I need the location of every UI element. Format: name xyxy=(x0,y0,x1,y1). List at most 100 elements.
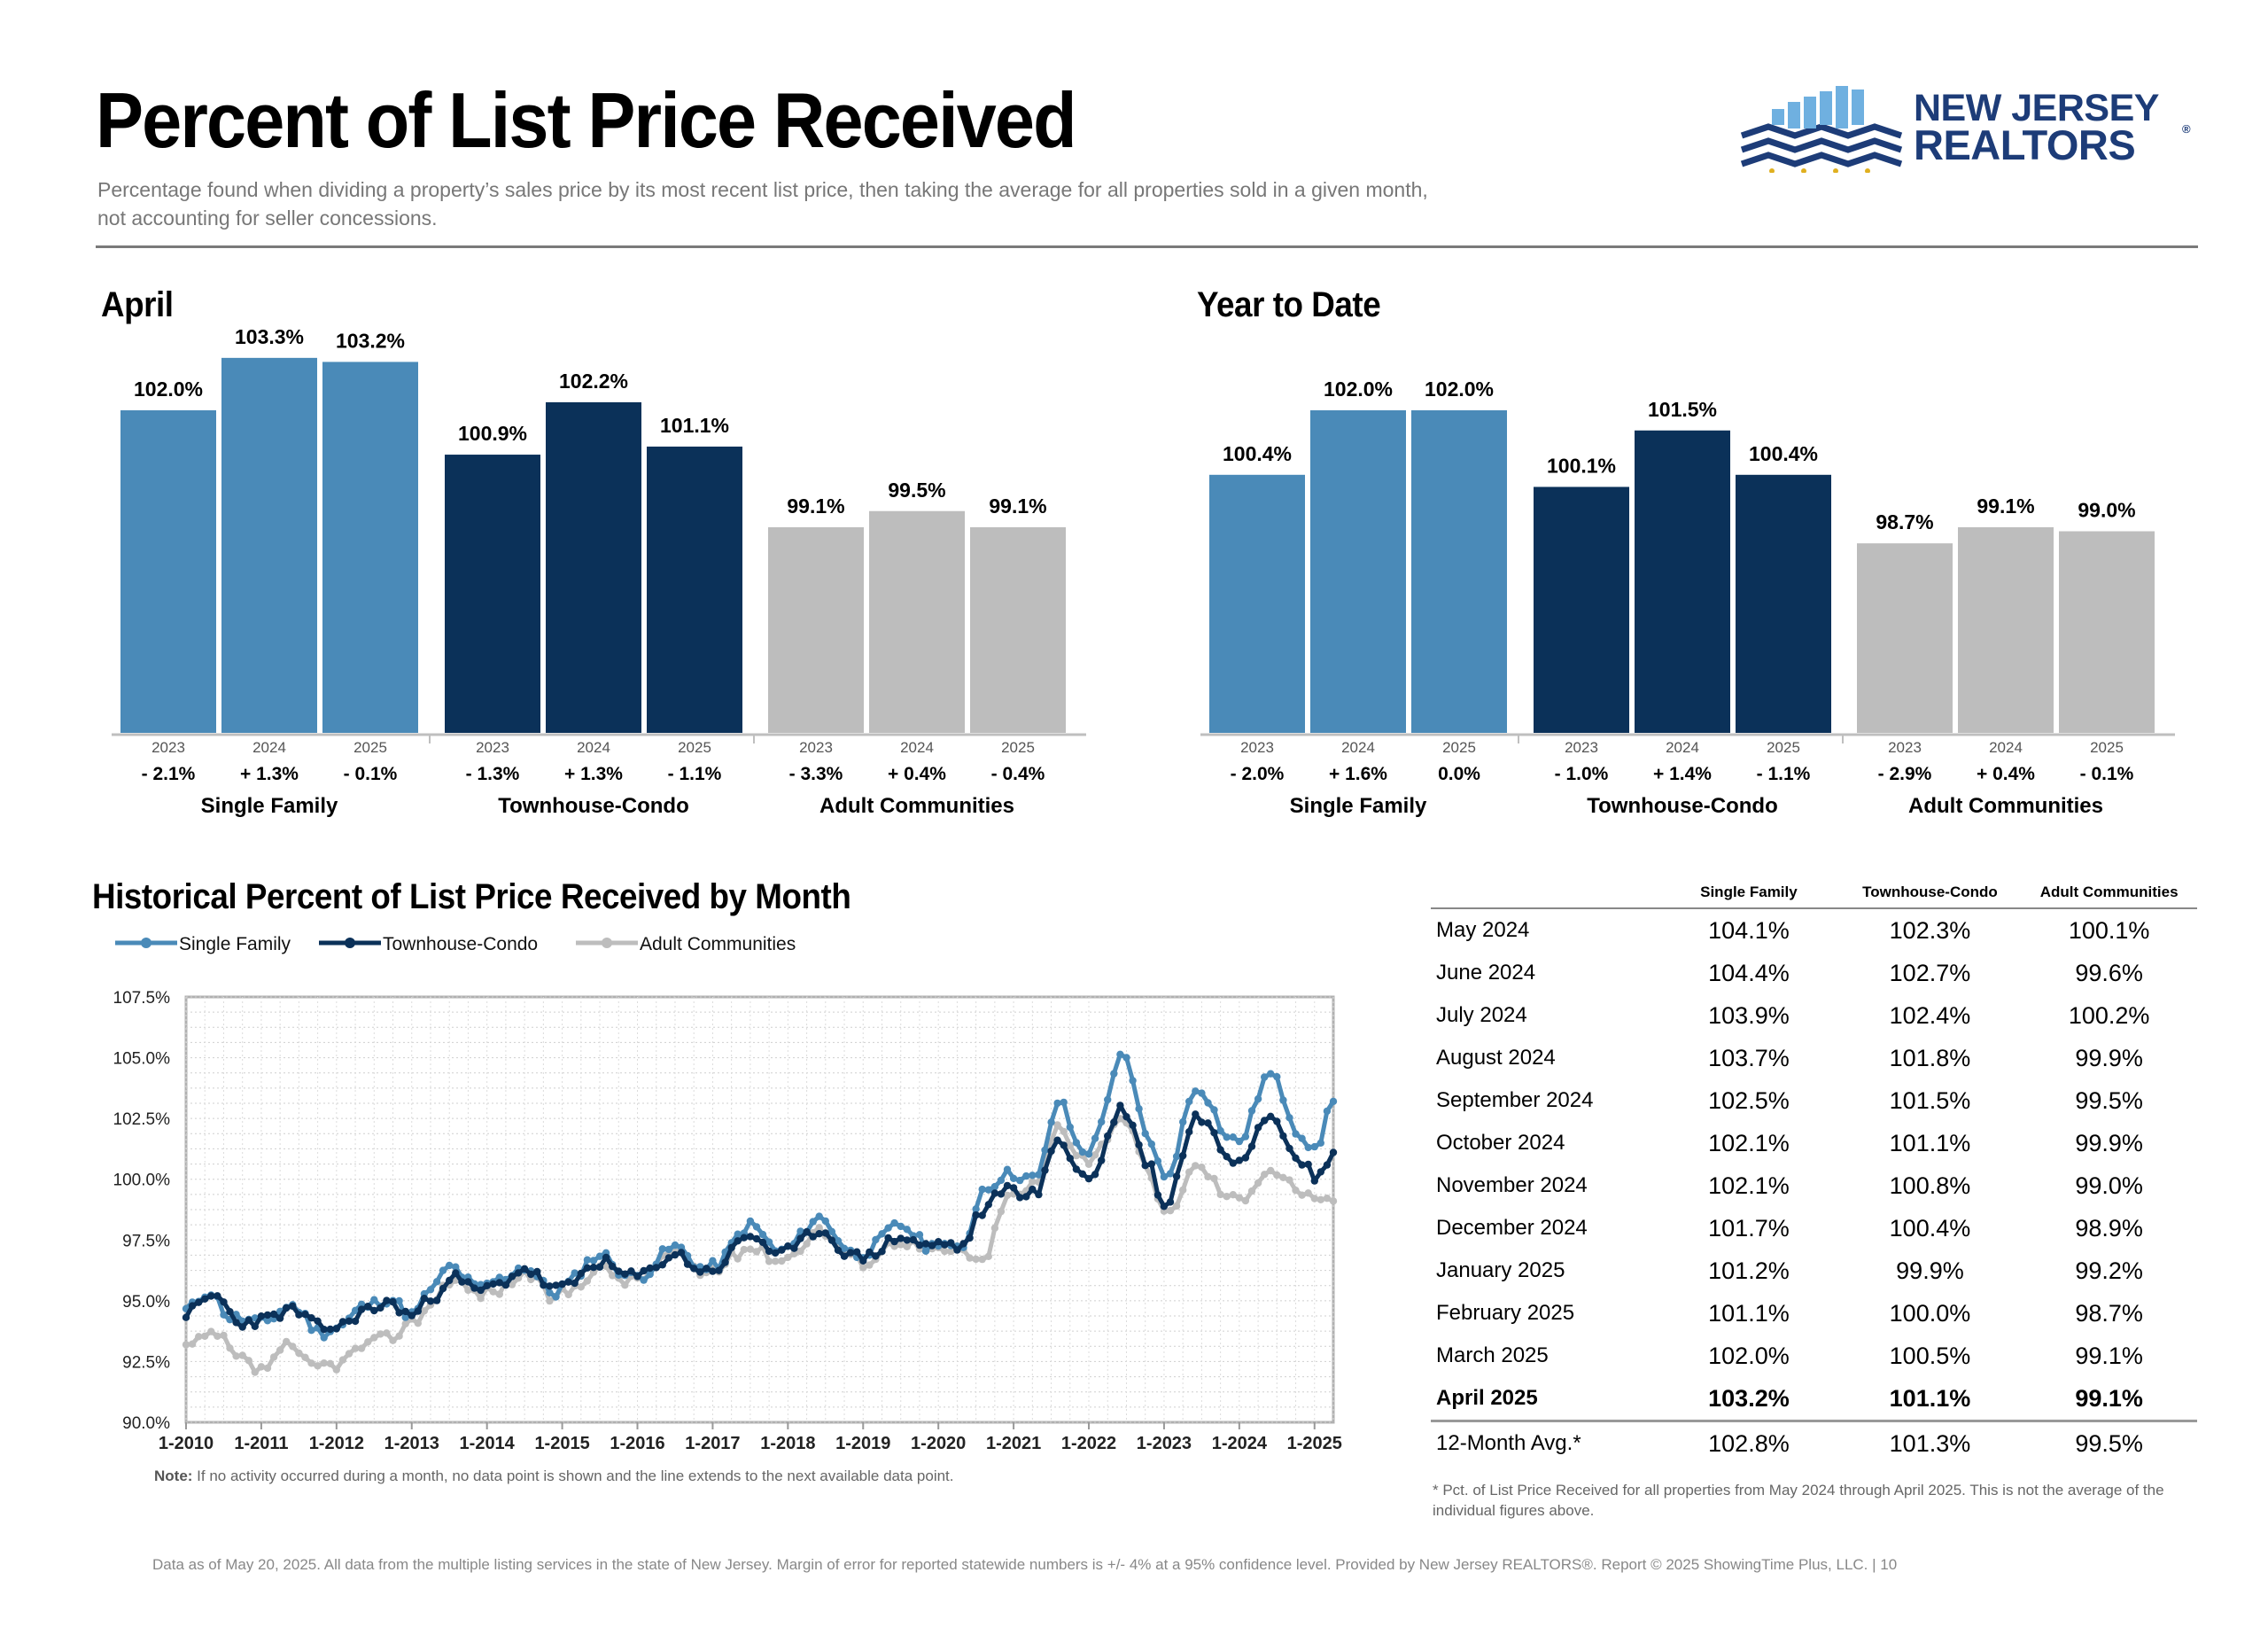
hist-data-point xyxy=(276,1346,284,1354)
table-cell: 101.1% xyxy=(1889,1129,1971,1156)
april-year-label: 2023 xyxy=(476,739,509,756)
hist-data-point xyxy=(1166,1207,1175,1215)
hist-data-point xyxy=(207,1327,215,1335)
hist-data-point xyxy=(220,1311,228,1319)
hist-data-point xyxy=(220,1298,228,1306)
april-bar xyxy=(445,455,540,733)
hist-data-point xyxy=(721,1258,729,1266)
hist-x-tick-label: 1-2022 xyxy=(1061,1434,1116,1453)
historical-line-chart: 90.0% 92.5% 95.0% 97.5% 100.0% 102.5% 105.0% 10… xyxy=(113,934,1342,1453)
hist-data-point xyxy=(540,1281,548,1289)
hist-data-point xyxy=(1267,1166,1275,1175)
hist-data-point xyxy=(527,1275,535,1284)
hist-data-point xyxy=(495,1290,503,1298)
hist-data-point xyxy=(859,1257,867,1265)
table-row: January 2025 101.2% 99.9% 99.2% xyxy=(1431,1249,2197,1292)
hist-data-point xyxy=(338,1318,347,1326)
hist-data-point xyxy=(1229,1133,1238,1141)
table-cell: 102.8% xyxy=(1708,1429,1790,1457)
hist-data-point xyxy=(765,1247,773,1256)
legend-label: Townhouse-Condo xyxy=(383,934,538,954)
new-jersey-realtors-logo: NEW JERSEY REALTORS ® xyxy=(1736,84,2197,173)
table-cell: 100.8% xyxy=(1889,1172,1971,1199)
hist-y-tick-label: 97.5% xyxy=(122,1232,170,1250)
hist-data-point xyxy=(364,1338,372,1346)
hist-data-point xyxy=(941,1247,949,1256)
ytd-change-label: - 0.1% xyxy=(2080,764,2134,784)
hist-data-point xyxy=(1047,1147,1055,1156)
table-footnote: * Pct. of List Price Received for all pr… xyxy=(1433,1482,2164,1519)
hist-data-point xyxy=(320,1359,328,1367)
table-row-label: September 2024 xyxy=(1436,1088,1594,1112)
hist-data-point xyxy=(784,1242,792,1250)
ytd-year-label: 2023 xyxy=(1565,739,1598,756)
hist-data-point xyxy=(866,1261,874,1269)
ytd-change-label: 0.0% xyxy=(1438,764,1480,784)
page-footer: Data as of May 20, 2025. All data from t… xyxy=(152,1556,1898,1573)
ytd-year-label: 2023 xyxy=(1888,739,1922,756)
april-year-label: 2024 xyxy=(900,739,934,756)
hist-data-point xyxy=(477,1286,485,1295)
hist-data-point xyxy=(658,1261,666,1269)
hist-data-point xyxy=(1279,1173,1287,1181)
table-cell: 99.5% xyxy=(2075,1429,2143,1457)
hist-data-point xyxy=(1122,1054,1130,1062)
table-cell: 102.1% xyxy=(1708,1172,1790,1199)
ytd-chart-title: Year to Date xyxy=(1197,285,1381,324)
hist-data-point xyxy=(972,1211,980,1219)
hist-data-point xyxy=(840,1252,849,1260)
table-header-townhouse-condo: Townhouse-Condo xyxy=(1838,883,2022,909)
table-row-label: January 2025 xyxy=(1436,1258,1565,1282)
hist-data-point xyxy=(1122,1113,1130,1121)
ytd-change-label: - 2.0% xyxy=(1231,764,1285,784)
table-cell: 101.3% xyxy=(1889,1429,1971,1457)
hist-data-point xyxy=(1098,1117,1106,1126)
chart-note: Note: If no activity occurred during a m… xyxy=(154,1467,954,1485)
hist-data-point xyxy=(978,1211,986,1219)
hist-data-point xyxy=(251,1322,259,1330)
table-cell: 101.1% xyxy=(1838,1377,2022,1422)
hist-data-point xyxy=(897,1222,905,1231)
hist-data-point xyxy=(1254,1094,1262,1103)
hist-data-point xyxy=(1084,1175,1093,1183)
hist-data-point xyxy=(420,1307,429,1315)
hist-data-point xyxy=(646,1264,654,1273)
table-cell: 102.4% xyxy=(1889,1001,1971,1029)
hist-data-point xyxy=(263,1317,272,1325)
april-change-label: + 0.4% xyxy=(888,764,946,784)
hist-data-point xyxy=(1179,1186,1187,1195)
ytd-value-label: 98.7% xyxy=(1876,510,1933,533)
hist-data-point xyxy=(646,1270,654,1279)
hist-data-point xyxy=(740,1234,748,1242)
hist-data-point xyxy=(627,1267,635,1275)
hist-data-point xyxy=(1210,1174,1218,1183)
hist-data-point xyxy=(489,1280,497,1288)
hist-data-point xyxy=(564,1278,572,1286)
hist-data-point xyxy=(546,1282,554,1290)
april-value-label: 99.5% xyxy=(888,479,945,502)
hist-data-point xyxy=(1323,1107,1332,1116)
hist-data-point xyxy=(633,1273,641,1281)
ytd-bar-chart: 100.4% 2023 - 2.0% 102.0% 2024 + 1.6% 102.0% 20… xyxy=(1200,378,2175,818)
hist-data-point xyxy=(664,1254,673,1262)
april-group-label: Adult Communities xyxy=(819,794,1014,818)
hist-data-point xyxy=(1141,1130,1149,1138)
hist-data-point xyxy=(1192,1087,1200,1095)
hist-data-point xyxy=(972,1205,980,1213)
hist-data-point xyxy=(827,1227,836,1235)
hist-data-point xyxy=(935,1238,943,1246)
hist-data-point xyxy=(615,1267,623,1275)
hist-data-point xyxy=(1185,1097,1193,1106)
hist-x-tick-label: 1-2011 xyxy=(234,1434,288,1453)
hist-x-tick-label: 1-2013 xyxy=(384,1434,439,1453)
hist-data-point xyxy=(1261,1171,1269,1179)
hist-data-point xyxy=(1285,1176,1293,1184)
hist-data-point xyxy=(1310,1142,1319,1151)
april-bar xyxy=(221,357,317,733)
table-cell: 102.0% xyxy=(1708,1342,1790,1369)
hist-data-point xyxy=(1235,1156,1244,1164)
april-year-label: 2025 xyxy=(353,739,387,756)
ytd-bar xyxy=(1411,410,1507,733)
table-row: December 2024 101.7% 100.4% 98.9% xyxy=(1431,1207,2197,1249)
hist-data-point xyxy=(283,1337,291,1346)
